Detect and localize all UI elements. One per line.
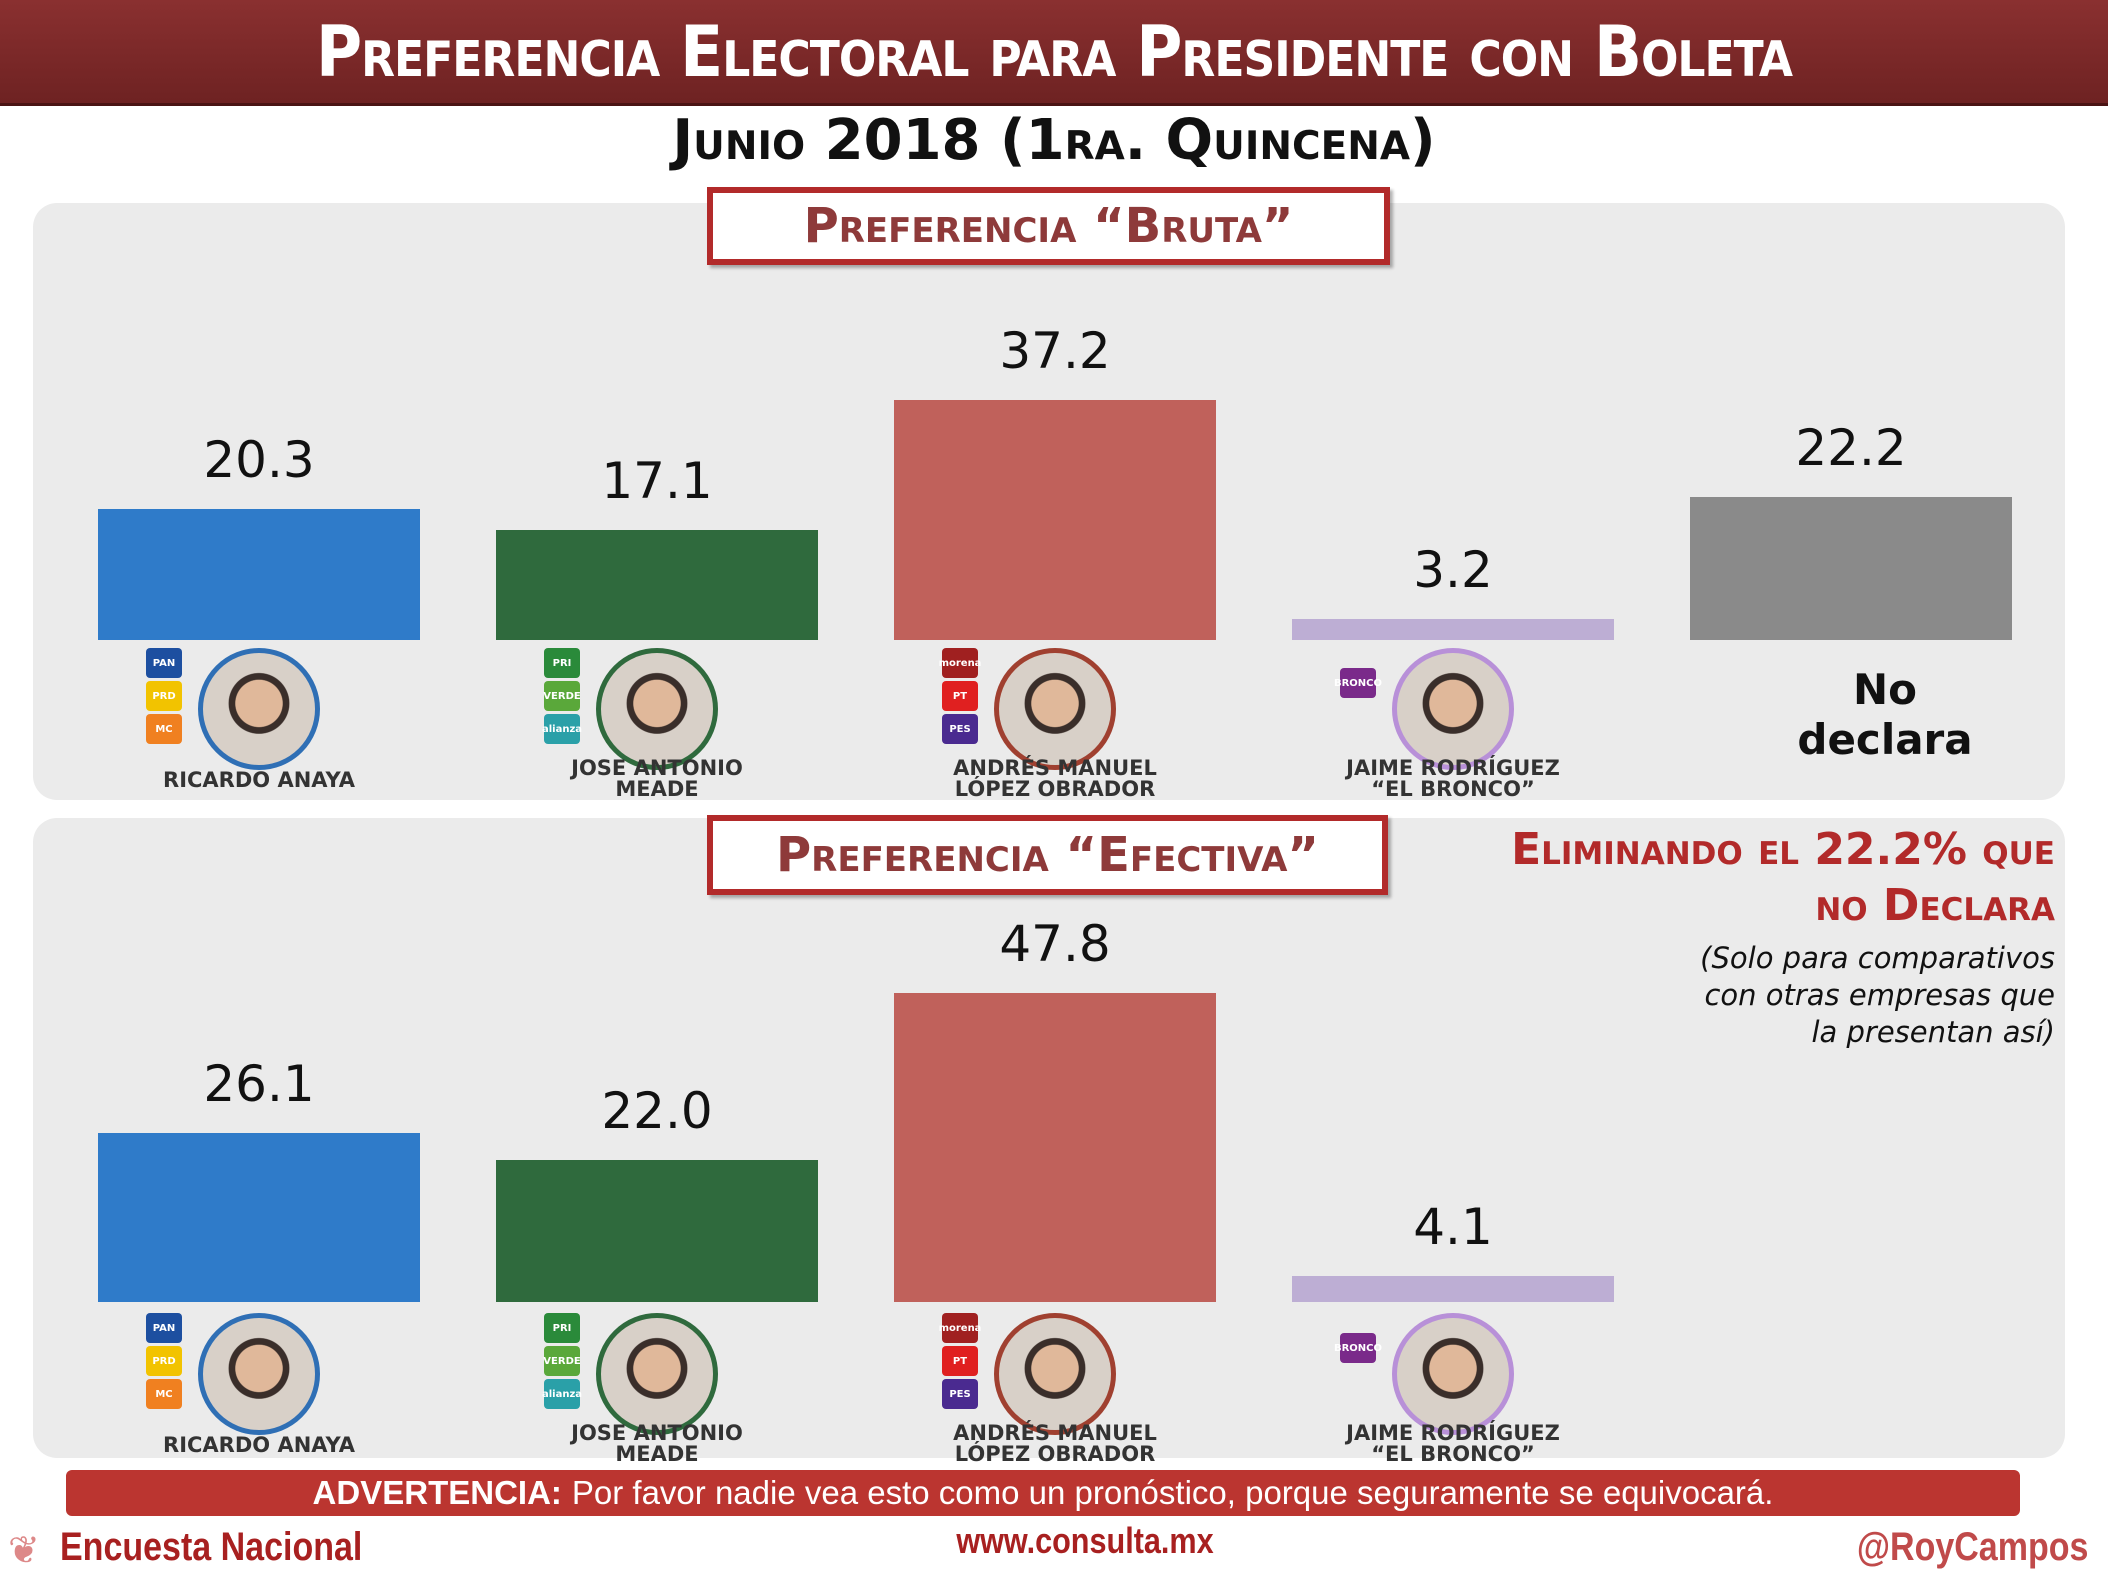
candidate-name: JOSE ANTONIO <box>571 756 743 780</box>
party-logos: PAN PRD MC <box>146 648 182 747</box>
candidate-photo <box>994 1313 1116 1435</box>
note: Eliminando el 22.2% que no Declara (Solo… <box>1511 822 2055 1051</box>
data-label: 4.1 <box>1413 1197 1493 1256</box>
party-logo-icon: PRI <box>544 648 580 678</box>
party-logos: BRONCO <box>1334 668 1382 701</box>
note-headline: no Declara <box>1815 880 2055 931</box>
candidate: morena PT PES ANDRÉS MANUEL LÓPEZ OBRADOR <box>894 648 1216 801</box>
bar <box>1690 496 2012 640</box>
candidate: PRI VERDE alianza JOSE ANTONIO MEADE <box>496 648 818 801</box>
candidate-name: JAIME RODRÍGUEZ <box>1346 1421 1560 1445</box>
data-label: 22.2 <box>1795 418 1907 477</box>
candidate-name: MEADE <box>615 1442 699 1466</box>
warning-banner: ADVERTENCIA: Por favor nadie vea esto com… <box>66 1470 2020 1516</box>
candidate-name: “EL BRONCO” <box>1371 777 1535 801</box>
bar <box>496 529 818 640</box>
candidate-name: LÓPEZ OBRADOR <box>954 777 1156 801</box>
party-logo-icon: alianza <box>542 1379 582 1409</box>
data-label: 22.0 <box>601 1081 713 1140</box>
note-sub: la presentan así) <box>1811 1015 2055 1049</box>
candidate-name: ANDRÉS MANUEL <box>953 756 1157 780</box>
party-logos: PRI VERDE alianza <box>542 648 582 747</box>
warning-text: Por favor nadie vea esto como un pronóst… <box>571 1474 1774 1511</box>
party-logo-icon: PT <box>942 681 978 711</box>
party-logo-icon: VERDE <box>543 1346 581 1376</box>
candidate-name: RICARDO ANAYA <box>163 768 355 792</box>
candidate: PRI VERDE alianza JOSE ANTONIO MEADE <box>496 1313 818 1466</box>
party-logos: BRONCO <box>1334 1333 1382 1366</box>
party-logo-icon: BRONCO <box>1334 668 1382 698</box>
party-logo-icon: VERDE <box>543 681 581 711</box>
party-logo-icon: MC <box>146 714 182 744</box>
candidate-photo <box>596 1313 718 1435</box>
candidate: PAN PRD MC RICARDO ANAYA <box>98 1313 420 1463</box>
data-label: 17.1 <box>601 451 713 510</box>
footer-handle[interactable]: @RoyCampos <box>1856 1525 2088 1569</box>
party-logo-icon: alianza <box>542 714 582 744</box>
data-label: 26.1 <box>203 1055 315 1114</box>
warning-label: ADVERTENCIA: <box>312 1474 562 1511</box>
candidate-photo <box>596 648 718 770</box>
candidate-name: ANDRÉS MANUEL <box>953 1421 1157 1445</box>
note-headline: Eliminando el 22.2% que <box>1511 824 2055 875</box>
candidate: morena PT PES ANDRÉS MANUEL LÓPEZ OBRADOR <box>894 1313 1216 1466</box>
candidate-name: JAIME RODRÍGUEZ <box>1346 756 1560 780</box>
party-logo-icon: PRD <box>146 681 182 711</box>
party-logo-icon: PT <box>942 1346 978 1376</box>
candidate-name: “EL BRONCO” <box>1371 1442 1535 1466</box>
candidate-photo <box>1392 1313 1514 1435</box>
candidate-photo <box>1392 648 1514 770</box>
candidate-name: RICARDO ANAYA <box>163 1433 355 1457</box>
title-bar: Preferencia Electoral para Presidente co… <box>0 0 2108 106</box>
bar <box>894 993 1216 1302</box>
bar <box>98 1133 420 1302</box>
note-sub: (Solo para comparativos <box>1700 941 2055 975</box>
party-logo-icon: morena <box>939 1313 981 1343</box>
candidate-name: MEADE <box>615 777 699 801</box>
party-logo-icon: PES <box>942 1379 978 1409</box>
party-logos: PAN PRD MC <box>146 1313 182 1412</box>
candidate: BRONCO JAIME RODRÍGUEZ “EL BRONCO” <box>1292 648 1614 801</box>
candidate-name: JOSE ANTONIO <box>571 1421 743 1445</box>
data-label: 3.2 <box>1413 541 1493 600</box>
party-logo-icon: PAN <box>146 1313 182 1343</box>
bar <box>894 399 1216 640</box>
no-declara-line: No <box>1852 665 1917 714</box>
candidate: PAN PRD MC RICARDO ANAYA <box>98 648 420 798</box>
party-logos: morena PT PES <box>939 648 981 747</box>
party-logos: morena PT PES <box>939 1313 981 1412</box>
party-logo-icon: PAN <box>146 648 182 678</box>
bar <box>1292 1275 1614 1302</box>
party-logo-icon: PRD <box>146 1346 182 1376</box>
candidate-name: LÓPEZ OBRADOR <box>954 1442 1156 1466</box>
party-logo-icon: BRONCO <box>1334 1333 1382 1363</box>
party-logo-icon: MC <box>146 1379 182 1409</box>
party-logo-icon: PES <box>942 714 978 744</box>
no-declara-label: No declara <box>1690 665 2080 765</box>
party-logo-icon: PRI <box>544 1313 580 1343</box>
efectiva-chart-title: Preferencia “Efectiva” <box>707 815 1388 895</box>
data-label: 20.3 <box>203 430 315 489</box>
footer-url[interactable]: www.consulta.mx <box>956 1520 1214 1561</box>
candidate-photo <box>994 648 1116 770</box>
candidate-photo <box>198 648 320 770</box>
bar <box>496 1159 818 1302</box>
bar <box>98 508 420 640</box>
party-logos: PRI VERDE alianza <box>542 1313 582 1412</box>
data-label: 37.2 <box>999 321 1111 380</box>
party-logo-icon: morena <box>939 648 981 678</box>
bar <box>1292 619 1614 640</box>
subtitle: Junio 2018 (1ra. Quincena) <box>672 108 1436 173</box>
data-label: 47.8 <box>999 915 1111 974</box>
page-title: Preferencia Electoral para Presidente co… <box>315 10 1793 93</box>
footer-left: Encuesta Nacional <box>60 1525 363 1569</box>
candidate: BRONCO JAIME RODRÍGUEZ “EL BRONCO” <box>1292 1313 1614 1466</box>
note-sub: con otras empresas que <box>1704 978 2055 1012</box>
logo-icon: ❦ <box>8 1528 40 1572</box>
bruta-chart-title: Preferencia “Bruta” <box>707 187 1390 265</box>
no-declara-line: declara <box>1797 715 1973 764</box>
candidate-photo <box>198 1313 320 1435</box>
